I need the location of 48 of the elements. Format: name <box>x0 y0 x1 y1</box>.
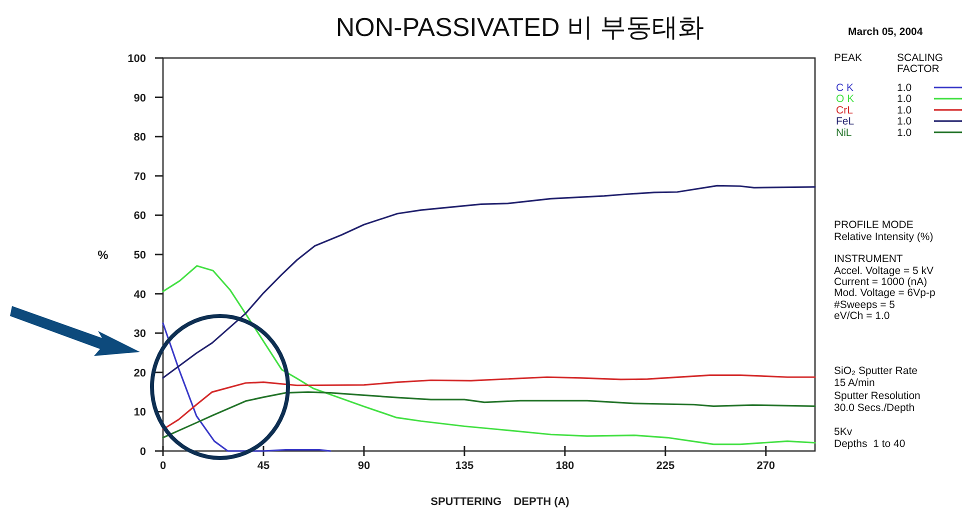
text: #Sweeps = 5 <box>834 299 896 311</box>
text: C K <box>836 82 854 94</box>
y-tick-label: 70 <box>134 170 146 183</box>
x-tick-label: 135 <box>455 460 474 472</box>
x-tick-label: 225 <box>656 460 675 472</box>
text: SiO₂ Sputter Rate <box>834 365 918 377</box>
text: INSTRUMENT <box>834 253 904 265</box>
x-tick-label: 90 <box>358 460 370 472</box>
y-tick-label: 10 <box>134 406 146 419</box>
text: Mod. Voltage = 6Vp-p <box>834 287 936 299</box>
text: 1.0 <box>897 126 912 139</box>
text: NiL <box>836 126 852 139</box>
text: Relative Intensity (%) <box>834 231 934 243</box>
y-tick-label: 40 <box>134 288 146 301</box>
y-tick-label: 90 <box>134 92 146 104</box>
text: 5Kv <box>834 426 853 438</box>
text: 1.0 <box>897 104 912 116</box>
y-tick-label: 0 <box>140 446 146 458</box>
y-tick-label: 80 <box>134 132 146 144</box>
text: Sputter Resolution <box>834 390 921 402</box>
x-tick-label: 0 <box>160 460 166 472</box>
text: FeL <box>836 116 854 128</box>
text: March 05, 2004 <box>848 26 923 38</box>
text: CrL <box>836 104 854 116</box>
text: 1.0 <box>897 93 912 106</box>
y-axis-title: % <box>98 248 109 262</box>
y-tick-label: 50 <box>134 250 146 262</box>
x-tick-label: 45 <box>257 460 270 472</box>
y-tick-label: 20 <box>134 367 146 380</box>
text: SCALING FACTOR <box>897 52 944 75</box>
y-tick-label: 30 <box>134 328 146 340</box>
text: 30.0 Secs./Depth <box>834 402 915 414</box>
text: Current = 1000 (nA) <box>834 276 928 288</box>
text: 1.0 <box>897 116 912 128</box>
text: 1.0 <box>897 82 912 94</box>
x-tick-label: 270 <box>756 460 776 472</box>
text: Accel. Voltage = 5 kV <box>834 265 934 277</box>
y-tick-label: 100 <box>128 53 146 65</box>
text: PROFILE MODE <box>834 219 914 231</box>
text: eV/Ch = 1.0 <box>834 310 890 322</box>
legend-title: PEAK <box>834 52 862 64</box>
text: 15 A/min <box>834 377 876 389</box>
x-axis-title: SPUTTERING DEPTH (A) <box>430 496 570 508</box>
text: Depths 1 to 40 <box>834 438 906 450</box>
x-tick-label: 180 <box>556 460 574 472</box>
chart-title: NON-PASSIVATED 비 부동태화 <box>336 12 704 42</box>
text: O K <box>836 93 854 106</box>
y-tick-label: 60 <box>134 210 146 222</box>
